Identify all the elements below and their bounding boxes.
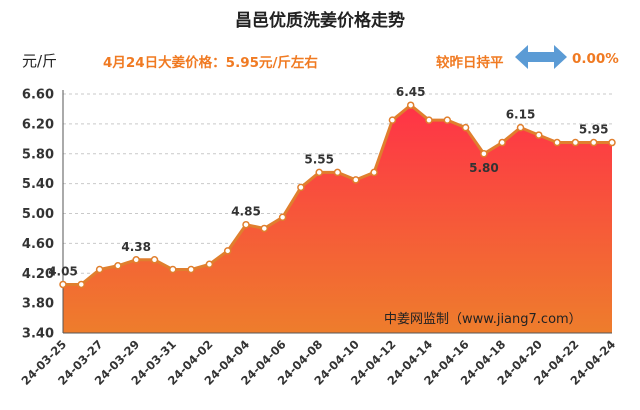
data-point xyxy=(150,256,159,264)
data-label: 6.45 xyxy=(396,85,426,99)
chart-title: 昌邑优质洗姜价格走势 xyxy=(235,11,405,31)
data-point xyxy=(242,220,250,229)
data-point xyxy=(77,280,86,289)
data-point xyxy=(608,138,616,147)
y-tick-label: 5.40 xyxy=(22,177,54,192)
data-markers xyxy=(59,101,616,289)
data-label: 5.95 xyxy=(579,123,609,137)
data-label: 5.80 xyxy=(469,161,499,175)
data-point xyxy=(571,138,580,147)
data-point xyxy=(278,213,287,221)
data-point xyxy=(352,176,360,184)
data-label: 4.85 xyxy=(231,205,261,219)
data-point xyxy=(498,138,506,147)
y-tick-label: 5.80 xyxy=(22,147,54,162)
y-tick-label: 3.40 xyxy=(22,327,54,342)
data-point xyxy=(187,265,195,274)
data-label: 6.15 xyxy=(506,108,536,122)
data-point xyxy=(297,183,305,192)
data-labels: 4.05 4.38 4.85 5.55 6.45 5.80 6.15 5.95 xyxy=(48,85,608,278)
unit-label: 元/斤 xyxy=(22,52,58,70)
change-percent: 0.00% xyxy=(572,51,619,67)
y-tick-label: 4.60 xyxy=(22,237,54,252)
data-point xyxy=(315,168,323,177)
data-label: 5.55 xyxy=(304,152,334,166)
data-point xyxy=(553,138,561,147)
data-point xyxy=(480,150,488,158)
data-point xyxy=(425,116,433,124)
data-point xyxy=(406,101,415,109)
x-tick-labels: 24-03-2524-03-2724-03-2924-03-3124-04-02… xyxy=(19,337,619,388)
price-summary: 4月24日大姜价格：5.95元/斤左右 xyxy=(103,55,318,71)
data-point xyxy=(205,260,214,269)
data-point xyxy=(516,123,525,132)
data-point xyxy=(114,262,122,270)
y-tick-label: 3.80 xyxy=(22,297,54,312)
y-tick-labels: 3.40 3.80 4.20 4.60 5.00 5.40 5.80 6.20 6.60 xyxy=(22,88,54,342)
data-point xyxy=(333,168,342,177)
data-point xyxy=(535,131,543,139)
data-label: 4.38 xyxy=(121,240,151,254)
data-point xyxy=(461,123,470,132)
data-point xyxy=(95,265,104,274)
data-point xyxy=(260,224,269,233)
y-tick-label: 5.00 xyxy=(22,207,54,222)
source-note: 中姜网监制（www.jiang7.com） xyxy=(384,312,582,327)
data-point xyxy=(589,138,598,147)
data-point xyxy=(223,247,232,255)
data-point xyxy=(388,116,397,124)
axes xyxy=(62,90,612,334)
y-tick-label: 6.60 xyxy=(22,88,54,103)
double-arrow-icon xyxy=(515,45,567,69)
data-label: 4.05 xyxy=(48,264,78,278)
data-point xyxy=(59,280,67,289)
y-tick-label: 4.20 xyxy=(22,267,54,282)
area-fill xyxy=(63,105,612,333)
data-point xyxy=(370,168,378,177)
price-area xyxy=(63,105,612,333)
y-tick-label: 6.20 xyxy=(22,117,54,132)
data-point xyxy=(169,265,177,274)
data-point xyxy=(443,116,452,124)
compare-text: 较昨日持平 xyxy=(436,55,504,71)
data-point xyxy=(132,256,140,264)
